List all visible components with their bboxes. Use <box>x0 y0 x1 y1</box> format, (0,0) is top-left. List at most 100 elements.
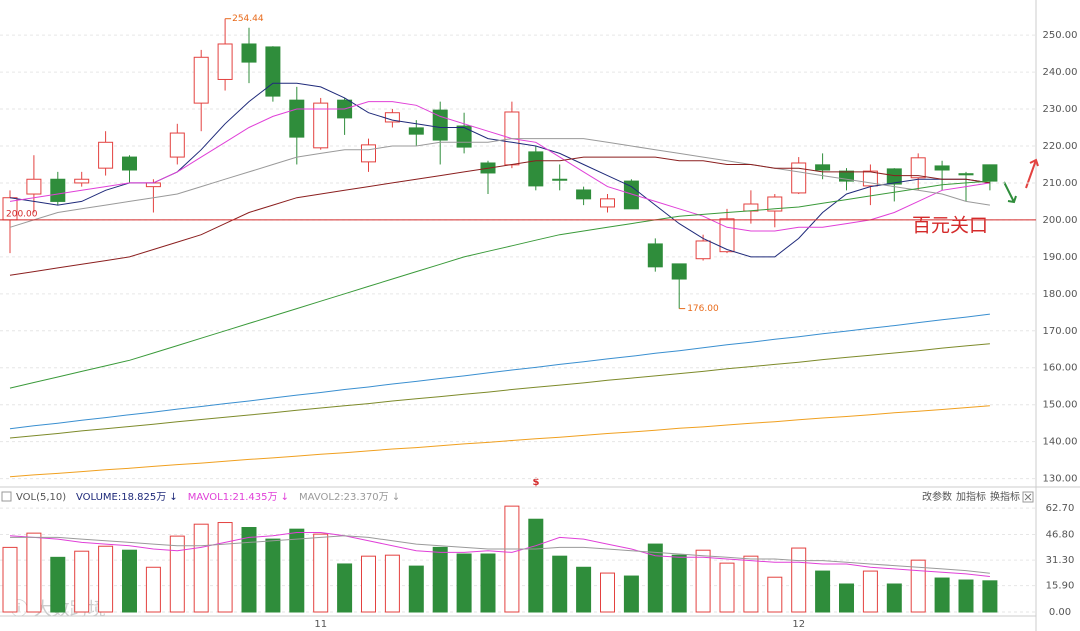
volume-bar <box>767 576 783 613</box>
close-button[interactable] <box>1022 491 1034 503</box>
volume-bar <box>743 555 759 613</box>
moving-average <box>9 138 990 228</box>
volume-bar <box>504 505 520 613</box>
volume-bar <box>647 543 663 613</box>
y-tick-label: 140.00 <box>1043 437 1078 448</box>
volume-bar <box>839 583 854 613</box>
moving-average <box>9 343 990 439</box>
volume-bar <box>456 553 472 613</box>
y-tick-label: 180.00 <box>1043 289 1078 300</box>
volume-bar <box>361 555 376 613</box>
volume-bar <box>408 565 424 613</box>
volume-bar <box>528 518 544 613</box>
volume-bar <box>552 555 568 613</box>
y-tick-label: 62.70 <box>1046 503 1075 514</box>
close-icon <box>1024 493 1032 501</box>
candle-body <box>26 178 42 195</box>
moving-average <box>9 180 990 389</box>
volume-bar <box>98 545 114 613</box>
candle-body <box>647 243 663 268</box>
volume-bar <box>193 523 209 613</box>
moving-average <box>9 156 990 276</box>
candle-body <box>910 157 926 179</box>
candle-body <box>217 43 233 80</box>
candle-body <box>623 180 639 210</box>
moving-average <box>9 101 990 232</box>
legend-entry: VOLUME:18.825万 ↓ <box>76 492 178 503</box>
volume-bar <box>671 554 687 613</box>
button[interactable]: 改参数 <box>922 490 952 503</box>
volume-bar <box>122 549 137 613</box>
event-marker: $ <box>533 477 540 488</box>
candle-body <box>50 178 66 202</box>
volume-bar <box>265 538 281 613</box>
reference-label: 200.00 <box>6 209 38 219</box>
indicator-name: VOL(5,10) <box>16 492 66 503</box>
candle-body <box>695 240 711 260</box>
candle-body <box>122 156 137 171</box>
candle-body <box>145 182 161 188</box>
candle-body <box>886 168 902 185</box>
candle-body <box>719 218 735 253</box>
y-tick-label: 210.00 <box>1043 178 1078 189</box>
volume-bar <box>74 550 90 613</box>
volume-bar <box>623 575 639 613</box>
y-tick-label: 250.00 <box>1043 30 1078 41</box>
candle-body <box>74 178 90 184</box>
volume-bar <box>145 566 161 613</box>
annotation-text: 百元关口 <box>912 215 988 237</box>
candle-body <box>384 112 400 123</box>
volume-bar <box>217 522 233 613</box>
candle-body <box>791 162 807 194</box>
volume-bar <box>719 562 735 613</box>
volume-bar <box>600 572 615 613</box>
volume-bar <box>791 547 807 613</box>
x-tick-label: 12 <box>792 619 805 630</box>
volume-bar <box>910 559 926 613</box>
candle-body <box>98 141 114 169</box>
candle-body <box>408 127 424 135</box>
candle-body <box>600 198 615 208</box>
candle-body <box>982 164 998 182</box>
volume-average <box>10 535 990 574</box>
low-annotation: 176.00 <box>687 304 719 314</box>
volume-bar <box>26 532 42 613</box>
candle-body <box>671 263 687 280</box>
y-tick-label: 170.00 <box>1043 326 1078 337</box>
y-tick-label: 130.00 <box>1043 474 1078 485</box>
candle-body <box>576 189 592 200</box>
moving-average <box>9 313 990 430</box>
high-annotation: 254.44 <box>232 14 264 24</box>
button[interactable]: 加指标 <box>956 490 986 503</box>
candle-body <box>456 125 472 148</box>
candle-body <box>934 165 950 171</box>
volume-bar <box>50 556 66 613</box>
help-icon[interactable] <box>1 491 12 502</box>
volume-bar <box>241 527 257 613</box>
volume-bar <box>432 546 448 613</box>
candle-body <box>193 56 209 104</box>
y-tick-label: 240.00 <box>1043 67 1078 78</box>
y-tick-label: 150.00 <box>1043 400 1078 411</box>
candle-body <box>528 151 544 187</box>
volume-bar <box>958 579 974 613</box>
candle-body <box>552 178 568 181</box>
moving-average <box>9 405 990 478</box>
volume-bar <box>289 528 305 613</box>
legend-entry: MAVOL1:21.435万 ↓ <box>188 492 289 503</box>
volume-bar <box>2 546 18 613</box>
legend-entry: MAVOL2:23.370万 ↓ <box>299 492 400 503</box>
volume-bar <box>862 570 878 613</box>
candle-body <box>839 170 854 182</box>
volume-bar <box>480 553 496 613</box>
volume-average <box>9 532 990 577</box>
volume-bar <box>169 535 185 613</box>
candle-body <box>169 132 185 158</box>
down-arrow <box>1003 181 1017 204</box>
candle-body <box>265 46 281 97</box>
candle-body <box>767 196 783 212</box>
volume-bar <box>982 580 998 613</box>
volume-bar <box>337 563 353 613</box>
button[interactable]: 换指标 <box>990 490 1020 503</box>
